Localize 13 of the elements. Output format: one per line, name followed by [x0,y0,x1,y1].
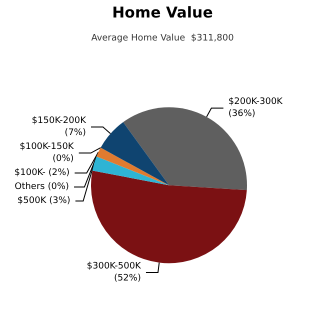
slice-label: $100K- (2%) [14,168,70,178]
slice-label: $300K-500K [86,262,142,272]
data-label: (7%) [64,128,86,138]
data-label: (36%) [228,109,256,120]
text: (0%) [52,154,74,164]
slice-label: $200K-300K [228,97,284,108]
category-label: Others (0%) [14,182,70,192]
slice-label: $500K (3%) [17,196,70,206]
slice-label: $150K-200K [32,116,88,126]
legend-label: $100K-150K [20,142,75,152]
data-label: (52%) [114,274,141,284]
chart-subtitle: Average Home Value $311,800 [91,34,234,44]
chart-title: Home Value [112,4,213,22]
